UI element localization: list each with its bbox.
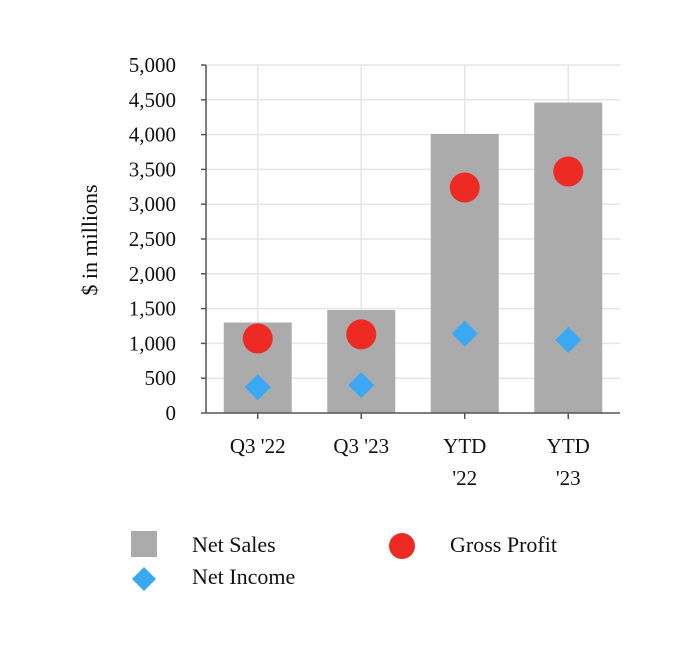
y-tick-label: 2,500	[129, 227, 176, 251]
bar-net-sales	[534, 102, 603, 414]
legend-swatch	[132, 567, 156, 591]
point-net-income	[451, 320, 478, 347]
x-tick-label: Q3 '23	[333, 434, 389, 458]
point-net-income	[244, 374, 271, 401]
legend-label: Net Income	[192, 564, 295, 589]
axes	[201, 64, 620, 419]
x-tick-label: Q3 '22	[230, 434, 286, 458]
y-tick-label: 2,000	[129, 262, 176, 286]
point-net-income	[555, 326, 582, 353]
y-tick-labels: 0 500 1,000 1,500 2,000 2,500 3,000 3,500 4,000 4…	[129, 53, 176, 425]
y-tick-label: 500	[145, 366, 177, 390]
x-tick-labels: Q3 '22 Q3 '23 YTD '22 YTD '23	[230, 434, 590, 490]
legend-swatch	[389, 533, 415, 559]
x-tick-label: YTD	[443, 434, 486, 458]
legend-label: Gross Profit	[450, 532, 557, 557]
point-net-income	[348, 372, 375, 399]
point-series	[242, 156, 584, 401]
point-gross-profit	[553, 156, 584, 187]
y-tick-label: 4,000	[129, 123, 176, 147]
point-gross-profit	[449, 172, 480, 203]
y-tick-label: 1,500	[129, 297, 176, 321]
bar-series	[223, 102, 603, 414]
x-tick-label: '22	[452, 466, 477, 490]
y-tick-label: 4,500	[129, 88, 176, 112]
x-tick-label: '23	[556, 466, 581, 490]
legend: Net Sales Gross Profit Net Income	[131, 531, 557, 591]
y-tick-label: 3,000	[129, 192, 176, 216]
y-tick-label: 3,500	[129, 157, 176, 181]
y-tick-label: 1,000	[129, 331, 176, 355]
point-gross-profit	[242, 323, 273, 354]
y-tick-label: 5,000	[129, 53, 176, 77]
x-tick-label: YTD	[547, 434, 590, 458]
y-tick-label: 0	[166, 401, 177, 425]
legend-swatch	[131, 531, 157, 557]
y-axis-title: $ in millions	[77, 184, 102, 295]
legend-label: Net Sales	[192, 532, 276, 557]
point-gross-profit	[346, 319, 377, 350]
